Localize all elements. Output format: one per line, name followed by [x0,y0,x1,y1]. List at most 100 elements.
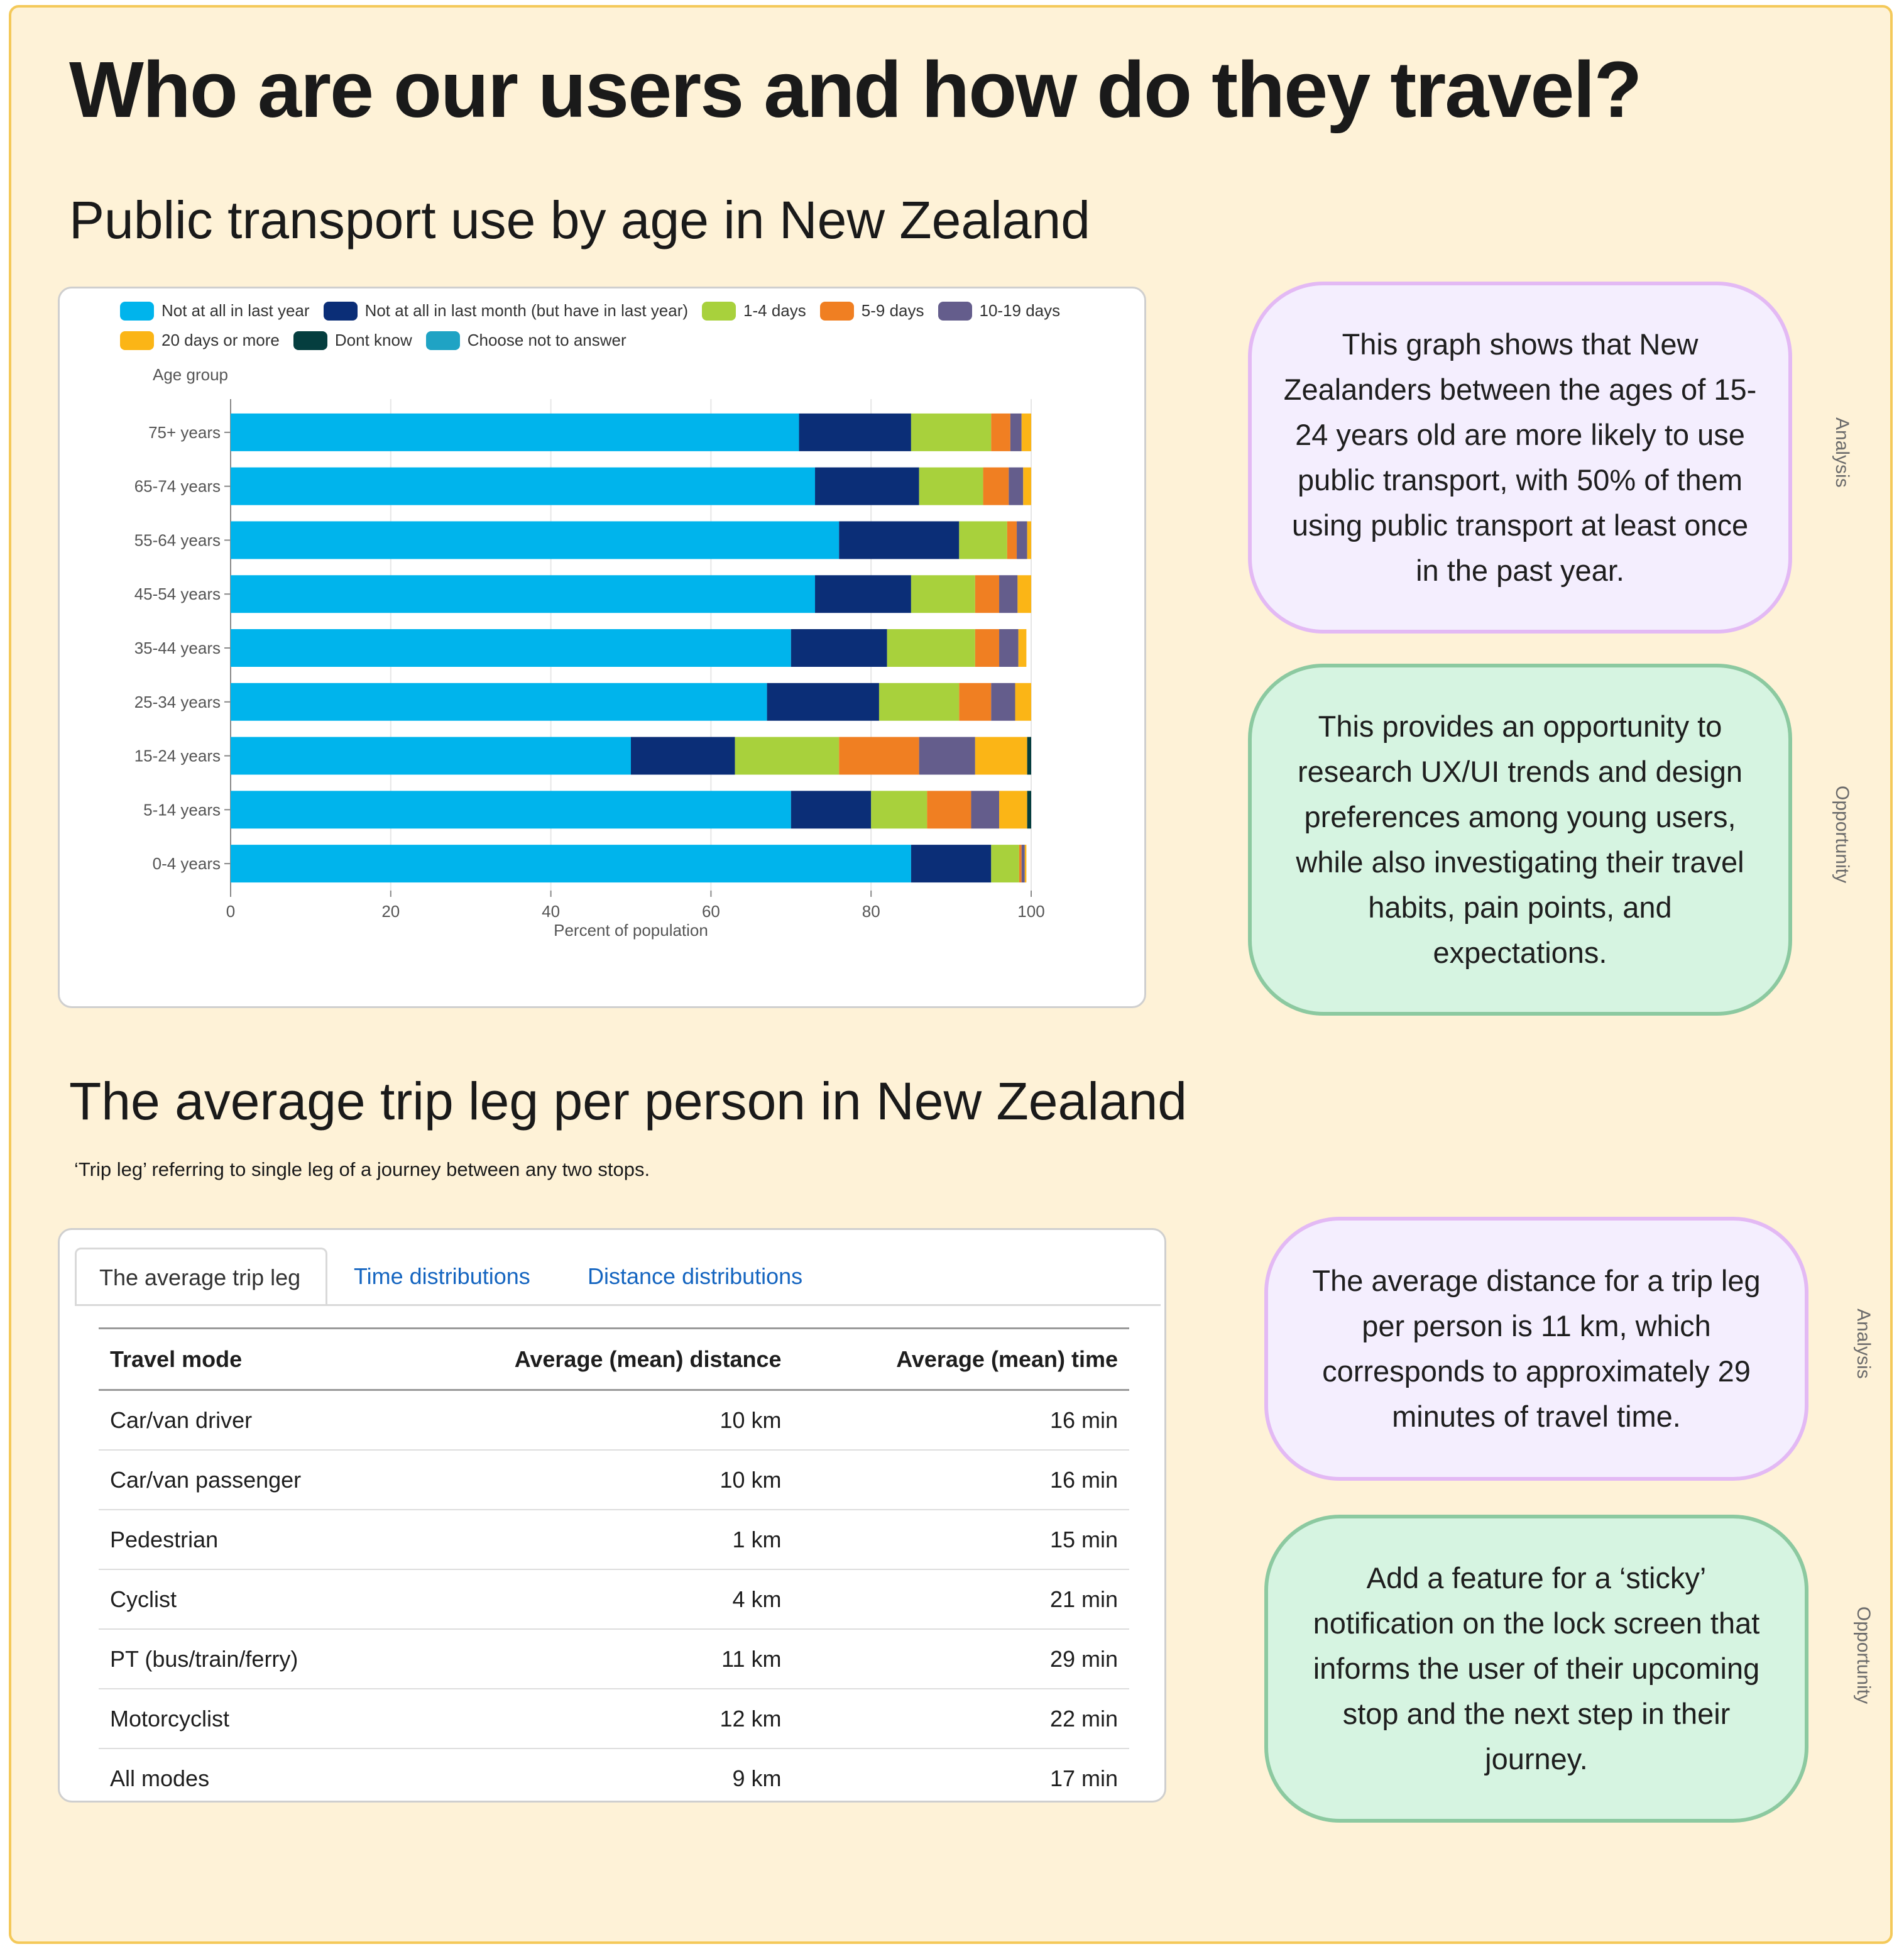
bar-segment [919,737,975,775]
bar-segment [1010,413,1022,451]
opportunity-note-1: This provides an opportunity to research… [1248,664,1792,1016]
bar-segment [911,413,992,451]
bar-segment [231,413,799,451]
row-time: 22 min [792,1689,1129,1749]
table-row: All modes 9 km 17 min [99,1748,1129,1801]
row-mode: Motorcyclist [99,1689,391,1749]
bar-segment [919,467,983,505]
legend-item[interactable]: Dont know [293,331,412,350]
category-label: 0-4 years [153,854,221,873]
legend-item[interactable]: 5-9 days [819,301,924,321]
chart-legend: Not at all in last year Not at all in las… [120,301,1151,360]
table-row: PT (bus/train/ferry) 11 km 29 min [99,1629,1129,1689]
row-time: 16 min [792,1390,1129,1451]
bar-segment [878,683,960,721]
legend-swatch [120,301,154,321]
bar-segment [231,521,840,559]
bar-segment [991,845,1019,883]
bar-segment [231,737,631,775]
bar-segment [839,521,960,559]
row-distance: 10 km [391,1390,793,1451]
bar-segment [815,575,911,613]
x-tick-label: 100 [1017,902,1044,921]
legend-item[interactable]: Not at all in last month (but have in la… [323,301,689,321]
opportunity-note-1-text: This provides an opportunity to research… [1296,710,1744,969]
legend-swatch [819,301,854,321]
table-row: Pedestrian 1 km 15 min [99,1510,1129,1570]
table-header-row: Travel mode Average (mean) distance Aver… [99,1327,1129,1391]
bar-segment [1021,413,1031,451]
analysis-note-2: The average distance for a trip leg per … [1264,1217,1808,1481]
row-mode: Cyclist [99,1569,391,1630]
tab-distance-distributions[interactable]: Distance distributions [588,1263,803,1289]
row-distance: 9 km [391,1748,793,1801]
legend-item[interactable]: Not at all in last year [120,301,310,321]
tab-bar: The average trip leg Time distributions … [75,1248,1143,1305]
legend-swatch [702,301,736,321]
bar-segment [1027,791,1031,829]
analysis-note-2-text: The average distance for a trip leg per … [1312,1264,1761,1433]
category-label: 25-34 years [134,693,221,711]
legend-item[interactable]: 10-19 days [938,301,1061,321]
bar-segment [839,737,919,775]
row-time: 17 min [792,1748,1129,1801]
legend-label: Not at all in last month (but have in la… [364,301,689,320]
chart-card: Not at all in last year Not at all in las… [58,287,1146,1008]
bar-segment [791,629,887,667]
legend-swatch [425,331,460,350]
tab-average-trip-leg[interactable]: The average trip leg [75,1248,327,1305]
opportunity-note-2: Add a feature for a ‘sticky’ notificatio… [1264,1515,1808,1823]
bar-segment [815,467,919,505]
legend-item[interactable]: 1-4 days [702,301,806,321]
row-distance: 12 km [391,1689,793,1749]
category-label: 35-44 years [134,639,221,657]
legend-item[interactable]: Choose not to answer [425,331,626,350]
legend-item[interactable]: 20 days or more [120,331,280,350]
bar-segment [959,521,1007,559]
bar-segment [975,737,1027,775]
legend-label: Choose not to answer [467,331,626,349]
bar-segment [887,629,975,667]
row-mode: Pedestrian [99,1510,391,1570]
row-distance: 4 km [391,1569,793,1630]
bar-segment [1021,845,1025,883]
legend-label: Not at all in last year [161,301,310,320]
stacked-bar-chart: Age group 75+ years 65-74 years 55-64 years… [134,365,1045,940]
chart-section-title: Public transport use by age in New Zeala… [69,190,1090,250]
trip-table-card: The average trip leg Time distributions … [58,1228,1166,1803]
table-row: Cyclist 4 km 21 min [99,1569,1129,1630]
bar-segment [975,629,1000,667]
legend-swatch [293,331,327,350]
tab-time-distributions[interactable]: Time distributions [354,1263,530,1289]
y-axis-label: Age group [153,365,228,384]
opportunity-note-2-text: Add a feature for a ‘sticky’ notificatio… [1313,1561,1760,1776]
legend-label: 5-9 days [861,301,924,320]
bar-segment [631,737,735,775]
category-label: 65-74 years [134,477,221,496]
bar-segment [1007,521,1017,559]
bar-segment [991,413,1010,451]
bar-segment [999,575,1018,613]
legend-swatch [323,301,358,321]
legend-label: 10-19 days [979,301,1061,320]
x-tick-label: 80 [862,902,880,921]
row-time: 15 min [792,1510,1129,1570]
category-label: 15-24 years [134,747,221,766]
bar-segment [1027,521,1031,559]
page-title: Who are our users and how do they travel… [69,45,1642,134]
bar-segment [927,791,971,829]
row-mode: Car/van passenger [99,1450,391,1510]
category-label: 75+ years [148,423,221,442]
table-row: Car/van passenger 10 km 16 min [99,1450,1129,1510]
opportunity-label-2: Opportunity [1853,1606,1874,1704]
analysis-label-1: Analysis [1832,417,1852,488]
x-tick-label: 20 [381,902,400,921]
legend-label: 1-4 days [743,301,806,320]
legend-label: Dont know [334,331,412,349]
bar-segment [999,791,1027,829]
table-row: Motorcyclist 12 km 22 min [99,1689,1129,1749]
bar-segment [991,683,1015,721]
header-travel-mode: Travel mode [99,1327,391,1391]
bar-segment [983,467,1009,505]
x-tick-label: 40 [542,902,560,921]
